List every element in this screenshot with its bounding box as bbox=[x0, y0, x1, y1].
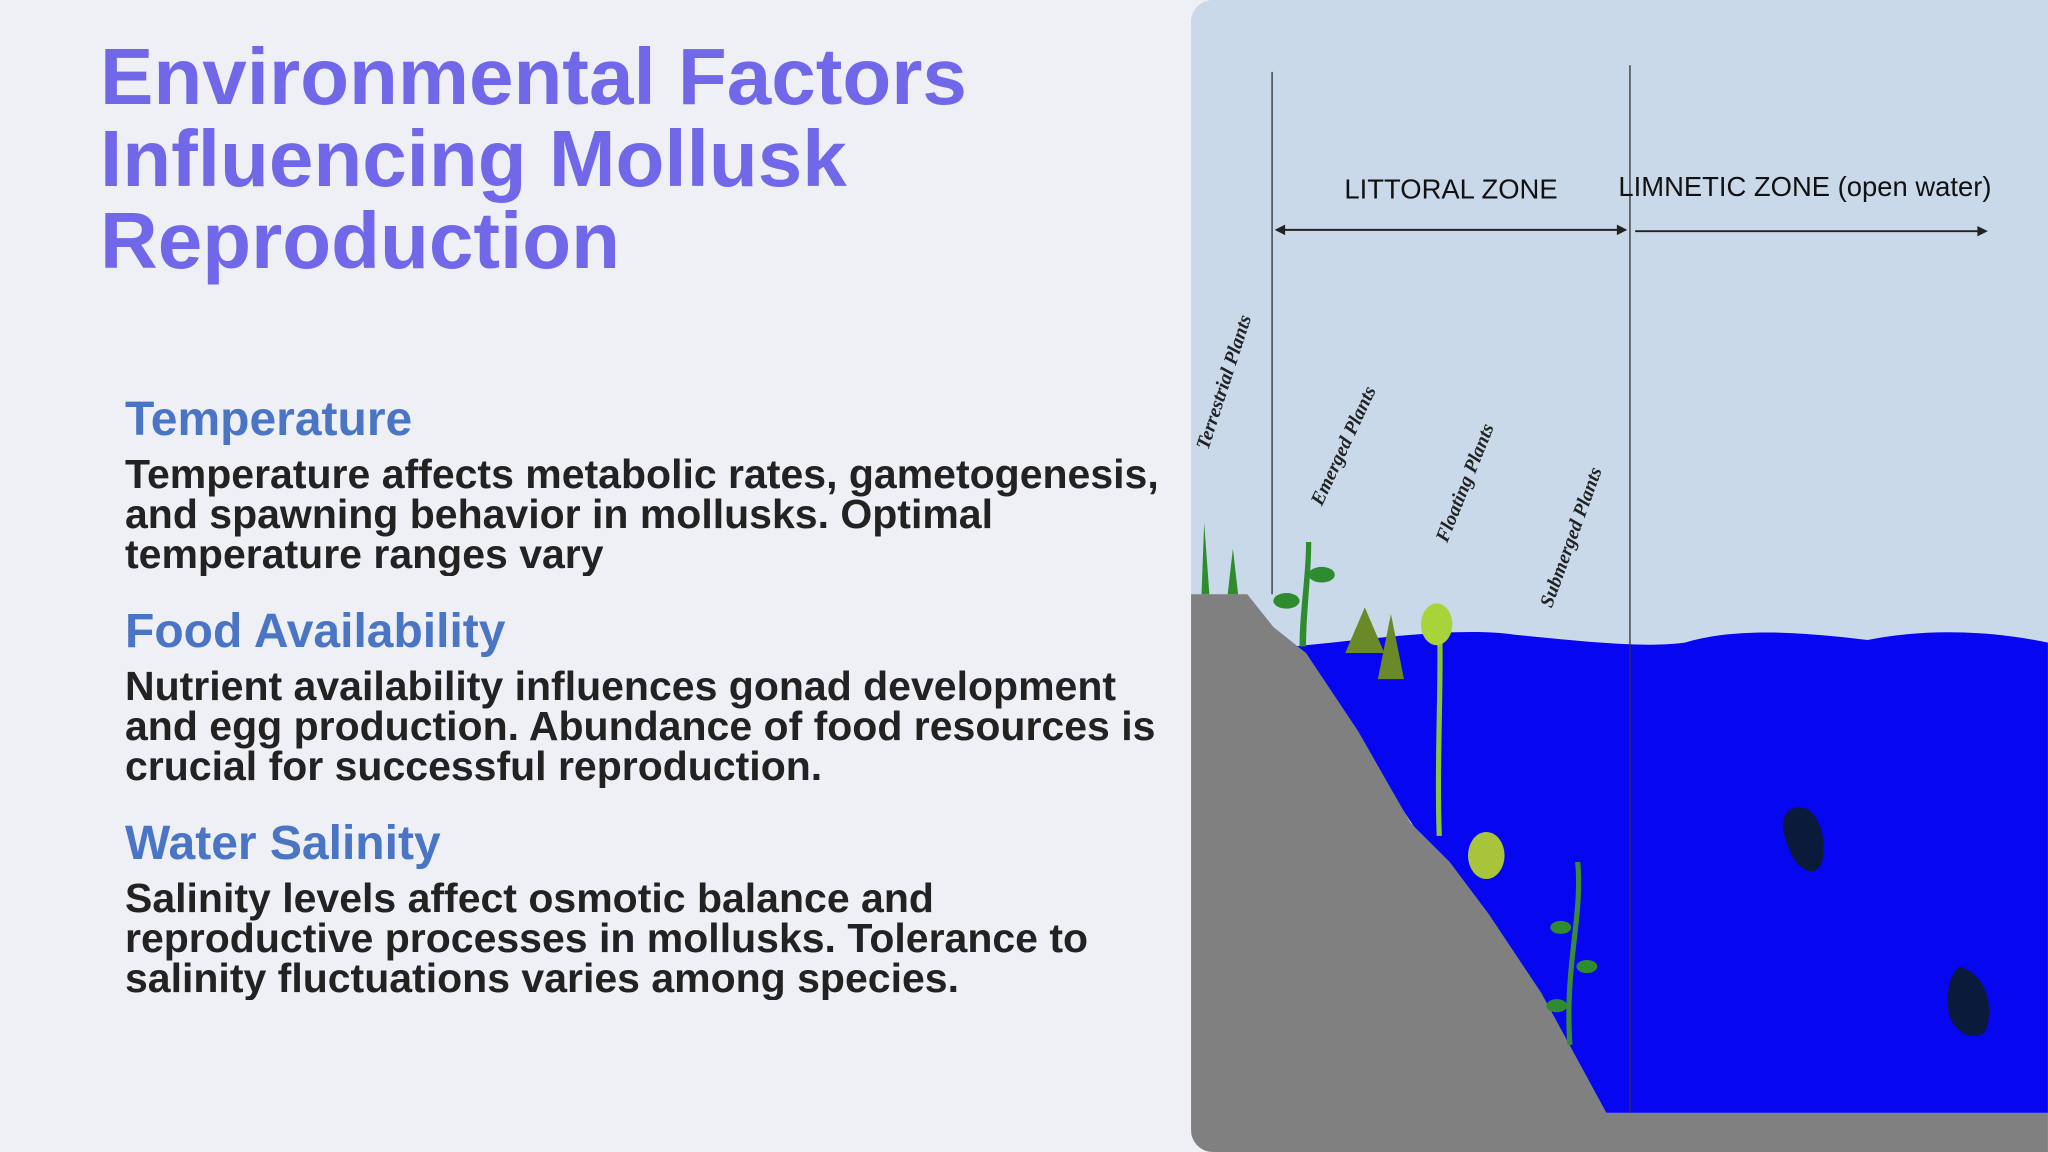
ground bbox=[1191, 594, 2048, 1152]
section-body: Salinity levels affect osmotic balance a… bbox=[125, 878, 1089, 1000]
plants bbox=[1201, 522, 1598, 1045]
arrow-head bbox=[1274, 224, 1286, 236]
section-body: Nutrient availability influences gonad d… bbox=[125, 666, 1156, 788]
fish bbox=[1783, 807, 1990, 1036]
zone-label: LIMNETIC ZONE (open water) bbox=[1618, 171, 1991, 202]
arrow-head bbox=[1977, 225, 1988, 237]
section: Water Salinity Salinity levels affect osm… bbox=[125, 816, 1175, 1000]
section-heading: Water Salinity bbox=[125, 817, 441, 870]
arrow-head bbox=[1616, 224, 1628, 236]
section-heading: Temperature bbox=[125, 393, 413, 446]
section: Food Availability Nutrient availability i… bbox=[125, 604, 1175, 788]
diagram-panel: LITTORAL ZONE LIMNETIC ZONE (open water)… bbox=[1191, 0, 2048, 1152]
section: Temperature Temperature affects metabolic… bbox=[125, 392, 1175, 576]
water bbox=[1292, 632, 2048, 1113]
lake-zone-diagram: LITTORAL ZONE LIMNETIC ZONE (open water)… bbox=[1191, 0, 2048, 1152]
section-body: Temperature affects metabolic rates, gam… bbox=[125, 454, 1159, 576]
slide-title: Environmental Factors Influencing Mollus… bbox=[100, 32, 967, 285]
section-heading: Food Availability bbox=[125, 605, 506, 658]
zone-label: LITTORAL ZONE bbox=[1344, 174, 1557, 205]
